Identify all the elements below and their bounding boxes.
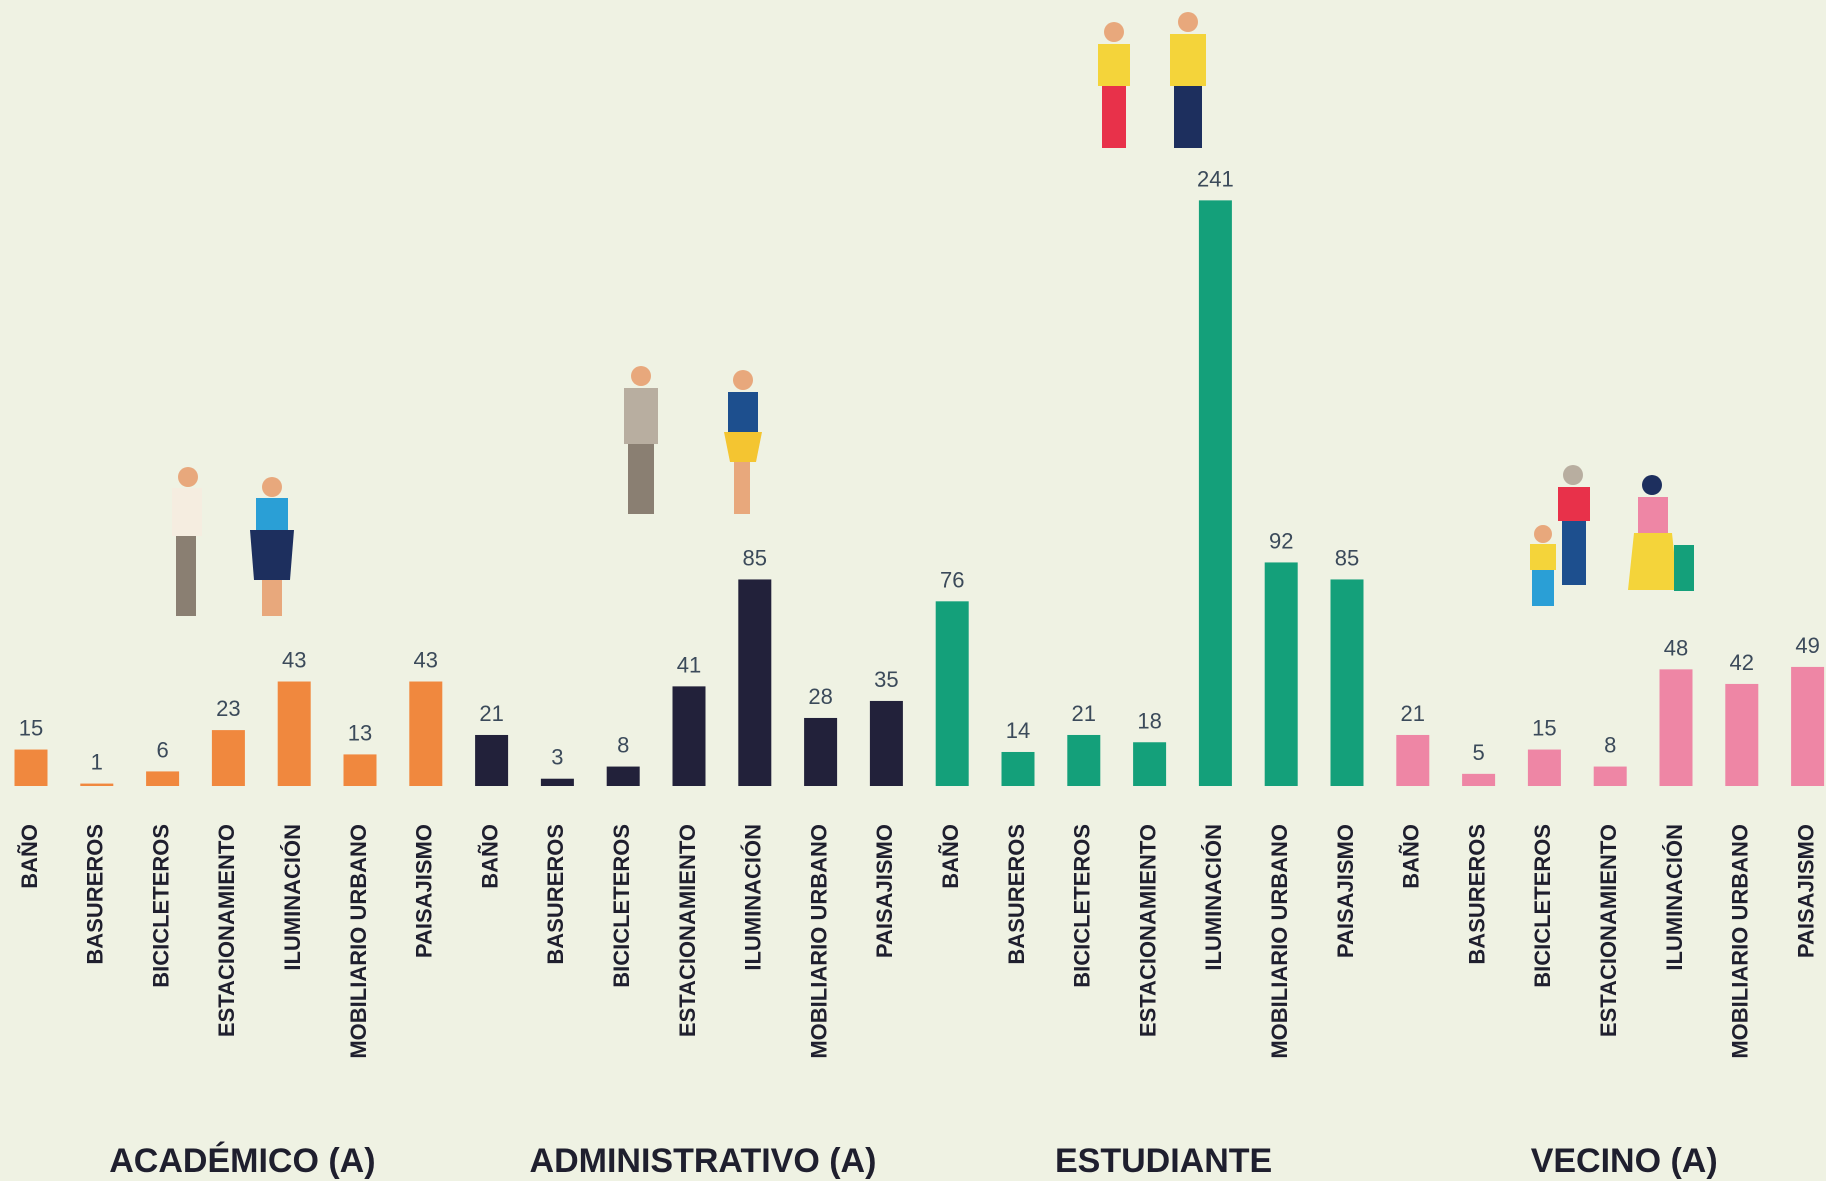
value-label: 48 [1664, 635, 1688, 660]
bar [1725, 684, 1758, 786]
x-tick-label: MOBILIARIO URBANO [806, 824, 831, 1059]
x-tick-label: ILUMINACIÓN [1662, 824, 1687, 971]
value-label: 3 [551, 745, 563, 770]
value-label: 43 [282, 648, 306, 673]
x-tick-label: BICICLETEROS [609, 824, 634, 988]
value-label: 13 [348, 720, 372, 745]
chart: 15 BAÑO 1 BASUREROS 6 BICICLETEROS 23 ESTACIONA… [0, 0, 1826, 1181]
x-tick-label: BASUREROS [83, 824, 108, 965]
x-tick-label: PAISAJISMO [412, 824, 437, 958]
bar [1528, 750, 1561, 786]
x-tick-label: ILUMINACIÓN [1201, 824, 1226, 971]
bar [1462, 774, 1495, 786]
bar [1199, 200, 1232, 786]
value-label: 1 [91, 750, 103, 775]
bar [804, 718, 837, 786]
x-tick-label: BICICLETEROS [1070, 824, 1095, 988]
bar [1791, 667, 1824, 786]
bar [541, 779, 574, 786]
value-label: 21 [1072, 701, 1096, 726]
bar [1660, 669, 1693, 786]
value-label: 15 [19, 716, 43, 741]
x-tick-label: PAISAJISMO [872, 824, 897, 958]
bar [870, 701, 903, 786]
value-label: 28 [808, 684, 832, 709]
x-tick-label: MOBILIARIO URBANO [1267, 824, 1292, 1059]
bar [1067, 735, 1100, 786]
x-tick-label: BAÑO [17, 824, 42, 889]
bar [278, 682, 311, 786]
x-tick-label: ILUMINACIÓN [280, 824, 305, 971]
group-label: VECINO (A) [1531, 1142, 1718, 1180]
value-label: 14 [1006, 718, 1030, 743]
x-tick-label: PAISAJISMO [1333, 824, 1358, 958]
x-tick-label: ILUMINACIÓN [741, 824, 766, 971]
bar [146, 771, 179, 786]
value-label: 8 [617, 733, 629, 758]
value-label: 5 [1472, 740, 1484, 765]
x-tick-label: BICICLETEROS [148, 824, 173, 988]
value-label: 49 [1795, 633, 1819, 658]
bar [15, 750, 48, 786]
x-tick-label: BASUREROS [543, 824, 568, 965]
value-label: 15 [1532, 716, 1556, 741]
x-tick-label: BAÑO [477, 824, 502, 889]
x-tick-label: BASUREROS [1004, 824, 1029, 965]
bar [409, 682, 442, 786]
x-tick-label: ESTACIONAMIENTO [1596, 824, 1621, 1037]
bar [738, 579, 771, 786]
x-tick-label: MOBILIARIO URBANO [346, 824, 371, 1059]
x-tick-label: BAÑO [1399, 824, 1424, 889]
value-label: 92 [1269, 528, 1293, 553]
bar [1396, 735, 1429, 786]
value-label: 8 [1604, 733, 1616, 758]
value-label: 42 [1730, 650, 1754, 675]
value-label: 76 [940, 567, 964, 592]
value-label: 85 [743, 545, 767, 570]
x-tick-label: PAISAJISMO [1793, 824, 1818, 958]
bar [80, 784, 113, 786]
value-label: 41 [677, 652, 701, 677]
bar [607, 767, 640, 786]
value-label: 23 [216, 696, 240, 721]
x-tick-label: BASUREROS [1464, 824, 1489, 965]
bar [936, 601, 969, 786]
bar [1265, 562, 1298, 786]
x-tick-label: BAÑO [938, 824, 963, 889]
bar [1594, 767, 1627, 786]
group-label: ESTUDIANTE [1055, 1142, 1272, 1180]
x-tick-label: ESTACIONAMIENTO [675, 824, 700, 1037]
x-tick-label: BICICLETEROS [1530, 824, 1555, 988]
x-tick-label: ESTACIONAMIENTO [1135, 824, 1160, 1037]
value-label: 85 [1335, 545, 1359, 570]
value-label: 21 [1401, 701, 1425, 726]
x-tick-label: ESTACIONAMIENTO [214, 824, 239, 1037]
bar [1331, 579, 1364, 786]
value-label: 6 [156, 737, 168, 762]
value-label: 18 [1137, 708, 1161, 733]
bar [475, 735, 508, 786]
x-tick-label: MOBILIARIO URBANO [1728, 824, 1753, 1059]
value-label: 241 [1197, 166, 1234, 191]
bar [344, 754, 377, 786]
bar [1133, 742, 1166, 786]
bar [673, 686, 706, 786]
bar [212, 730, 245, 786]
bar [1002, 752, 1035, 786]
value-label: 43 [414, 648, 438, 673]
group-label: ACADÉMICO (A) [109, 1142, 375, 1180]
group-label: ADMINISTRATIVO (A) [530, 1142, 877, 1180]
value-label: 21 [479, 701, 503, 726]
value-label: 35 [874, 667, 898, 692]
